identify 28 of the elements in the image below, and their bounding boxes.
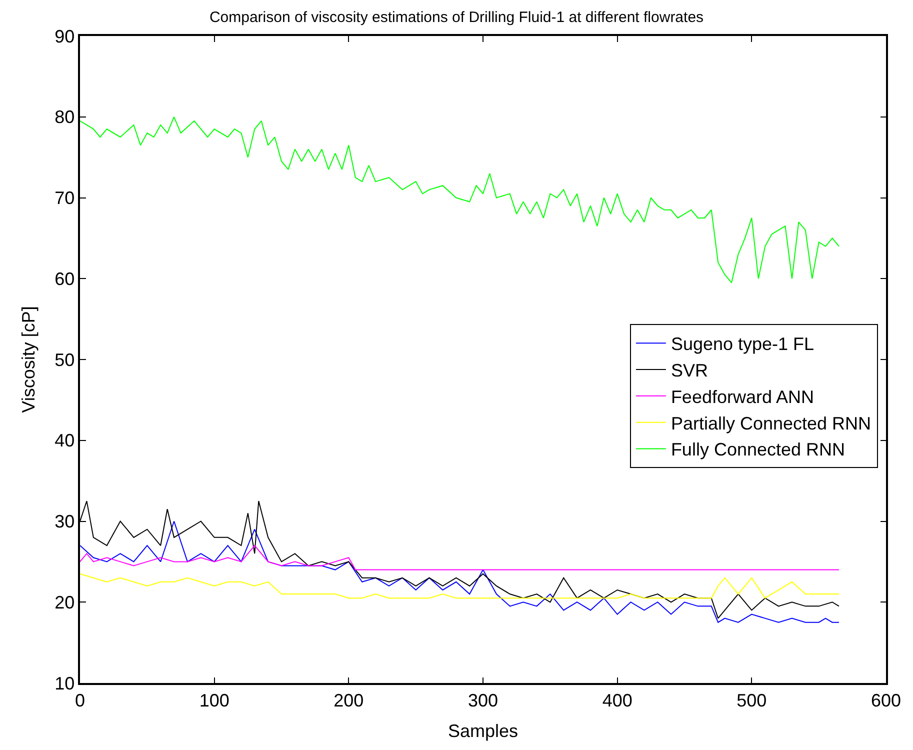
legend-label: Fully Connected RNN <box>670 440 846 460</box>
y-tick-label: 70 <box>54 188 75 208</box>
y-tick-label: 20 <box>54 592 75 612</box>
y-tick-label: 60 <box>54 268 75 289</box>
x-tick-label: 500 <box>736 690 767 710</box>
line-series <box>80 573 840 599</box>
x-tick-label: 600 <box>870 690 902 710</box>
line-series <box>80 545 840 570</box>
legend-label: Sugeno type-1 FL <box>670 334 814 354</box>
x-axis-title: Samples <box>448 720 518 741</box>
line-series <box>80 520 840 623</box>
x-tick-label: 200 <box>334 690 364 710</box>
chart-title: Comparison of viscosity estimations of Drilling Fluid-1 at different flowrates <box>209 8 704 26</box>
y-tick-label: 10 <box>54 673 75 694</box>
legend-label: Partially Connected RNN <box>670 413 872 434</box>
legend-label: Feedforward ANN <box>670 386 814 407</box>
y-tick-label: 50 <box>54 350 75 370</box>
legend-label: SVR <box>670 360 708 381</box>
x-tick-label: 100 <box>199 690 230 710</box>
line-series <box>80 116 840 284</box>
y-axis-title: Viscosity [cP] <box>18 306 38 413</box>
y-tick-label: 80 <box>54 107 75 128</box>
x-tick-label: 0 <box>74 690 86 710</box>
y-tick-label: 90 <box>54 26 75 46</box>
y-tick-label: 30 <box>54 512 75 532</box>
x-tick-label: 300 <box>468 690 498 710</box>
y-tick-label: 40 <box>54 430 75 451</box>
x-tick-label: 400 <box>602 690 632 710</box>
